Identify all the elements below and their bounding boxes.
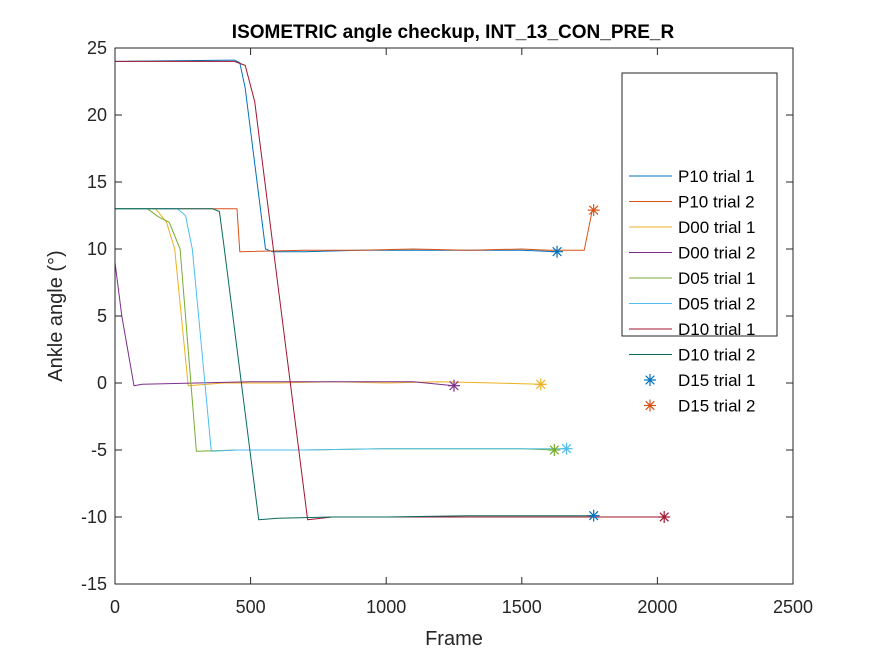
y-axis: -15 -10 -5 0 5 10 15 20 25: [81, 38, 793, 594]
legend-label: D05 trial 1: [678, 269, 755, 288]
marker-layer: [448, 204, 671, 523]
x-tick-label: 2500: [773, 597, 813, 617]
series-line-d00-trial-2: [114, 262, 455, 387]
legend-item: D05 trial 1: [629, 269, 755, 288]
y-axis-label: Ankle angle (°): [45, 250, 67, 381]
legend-swatch-marker: [644, 399, 656, 412]
y-tick-label: 15: [87, 172, 107, 192]
legend-swatch-marker: [644, 374, 656, 386]
series-line-d05-trial-2: [115, 208, 567, 452]
legend-item: D00 trial 2: [629, 244, 755, 263]
legend-item: D00 trial 1: [629, 218, 755, 237]
y-tick-label: -10: [81, 507, 107, 527]
end-marker: [560, 442, 573, 455]
x-tick-label: 500: [236, 597, 266, 617]
legend-label: D05 trial 2: [678, 295, 755, 314]
legend-label: D00 trial 1: [678, 218, 755, 237]
legend-label: D00 trial 2: [678, 244, 755, 263]
y-tick-label: 0: [97, 373, 107, 393]
legend-label: P10 trial 2: [678, 193, 755, 212]
legend-box: [621, 72, 778, 337]
legend-item: D10 trial 1: [629, 320, 755, 339]
series-line-p10-trial-2: [115, 208, 593, 253]
legend-items: P10 trial 1 P10 trial 2 D00 trial 1 D00 tri…: [629, 167, 755, 416]
legend: P10 trial 1 P10 trial 2 D00 trial 1 D00 tri…: [621, 72, 778, 416]
legend-item: D15 trial 1: [644, 371, 755, 390]
x-axis-label: Frame: [425, 628, 483, 650]
end-marker: [448, 379, 460, 392]
series-marker-d15-trial-1: [587, 509, 600, 522]
series-layer: [114, 59, 665, 521]
legend-item: P10 trial 2: [629, 193, 755, 212]
x-tick-label: 1500: [502, 597, 542, 617]
y-tick-label: -5: [91, 440, 107, 460]
x-tick-label: 0: [110, 597, 120, 617]
end-marker: [658, 511, 671, 523]
legend-item: D10 trial 2: [629, 346, 755, 365]
y-tick-label: 25: [87, 38, 107, 58]
y-tick-label: 10: [87, 239, 107, 259]
legend-label: D10 trial 2: [678, 346, 755, 365]
x-tick-label: 1000: [366, 597, 406, 617]
chart-title: ISOMETRIC angle checkup, INT_13_CON_PRE_…: [232, 22, 675, 43]
series-marker-d15-trial-1: [551, 245, 564, 258]
series-marker-d15-trial-2: [587, 204, 600, 217]
legend-label: D15 trial 2: [678, 397, 755, 416]
legend-label: P10 trial 1: [678, 167, 755, 186]
legend-label: D10 trial 1: [678, 320, 755, 339]
legend-item: D15 trial 2: [644, 397, 755, 416]
legend-label: D15 trial 1: [678, 371, 755, 390]
y-tick-label: 20: [87, 105, 107, 125]
y-tick-label: 5: [97, 306, 107, 326]
legend-item: P10 trial 1: [629, 167, 755, 186]
end-marker: [548, 444, 561, 456]
end-marker: [534, 378, 547, 391]
x-tick-label: 2000: [637, 597, 677, 617]
x-axis: 0 500 1000 1500 2000 2500: [110, 48, 813, 617]
legend-item: D05 trial 2: [629, 295, 755, 314]
y-tick-label: -15: [81, 574, 107, 594]
series-line-d10-trial-2: [115, 208, 594, 521]
